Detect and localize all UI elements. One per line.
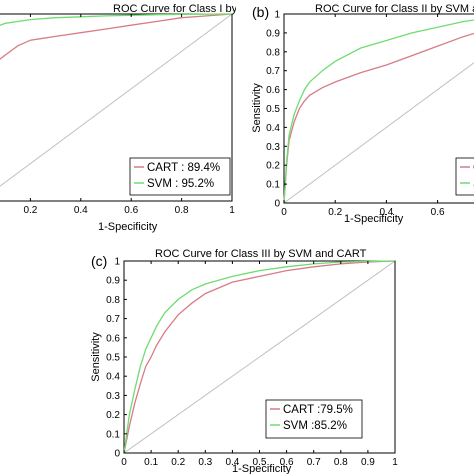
chart-title: ROC Curve for Class I by SVM and CART (113, 3, 318, 15)
diagonal-line (123, 260, 396, 454)
x-tick-label: 0.7 (307, 457, 321, 468)
x-tick-label: 0.5 (253, 457, 267, 468)
series-line-cart (123, 260, 396, 454)
y-tick-label: 0 (274, 199, 280, 210)
y-tick-label: 0.6 (266, 85, 280, 96)
y-tick-label: 0.6 (106, 333, 120, 344)
x-tick-label: 0 (281, 207, 287, 218)
y-tick-label: 0.8 (266, 47, 280, 58)
series-line-cart (283, 32, 474, 204)
panel-content: 0.2 0.4 0.6 0.8 1 CART : 89.4% SVM : 95.2% ROC … (0, 3, 318, 233)
x-tick-label: 0.4 (225, 457, 239, 468)
x-tick-label: 0.6 (431, 207, 445, 218)
legend-box (265, 399, 363, 439)
y-tick-label: 0.4 (106, 372, 120, 383)
panel-label: (c) (91, 253, 107, 269)
y-tick-label: 0.3 (106, 391, 120, 402)
chart-title: ROC Curve for Class III by SVM and CART (155, 248, 367, 260)
x-tick-label: 1 (392, 457, 398, 468)
y-tick-label: 0.9 (106, 276, 120, 287)
legend-box (129, 157, 231, 196)
y-axis-label: Sensitivity (90, 332, 102, 382)
roc-panel-1: 0.2 0.4 0.6 0.8 1 CART : 89.4% SVM : 95.2% ROC … (0, 3, 318, 233)
roc-panel-2: 0 0.2 0.4 0.6 0 0.1 0.2 0.3 0.4 0.5 0.6 0.7 0.8 0.9 1 C… (251, 3, 474, 225)
x-tick-label: 0.8 (334, 457, 348, 468)
series-line-svm (123, 260, 396, 454)
x-tick-label: 0.3 (198, 457, 212, 468)
roc-panel-3: 0 0.1 0.2 0.3 0.4 0.5 0.6 0.7 0.8 0.9 1 0 0.1 0.2 0.3 0… (90, 248, 398, 474)
x-tick-label: 0.2 (23, 205, 37, 216)
diagonal-line (0, 13, 233, 187)
y-tick-label: 1 (274, 10, 280, 21)
chart-title: ROC Curve for Class II by SVM a (315, 3, 474, 15)
y-tick-label: 1 (114, 257, 120, 268)
legend-entry-svm: SVM : 95.2% (147, 178, 214, 190)
x-tick-label: 0.4 (379, 207, 393, 218)
x-tick-label: 1 (229, 205, 235, 216)
y-tick-label: 0 (114, 449, 120, 460)
panel-content: 0 0.2 0.4 0.6 0 0.1 0.2 0.3 0.4 0.5 0.6 0.7 0.8 0.9 1 C… (251, 3, 474, 225)
legend: CART : 89.4% SVM : 95.2% (129, 157, 231, 196)
x-axis-label: 1-Specificity (232, 463, 292, 474)
legend-entry-svm: SVM :85.2% (283, 420, 347, 432)
y-tick-label: 0.1 (266, 180, 280, 191)
diagonal-line (283, 62, 474, 204)
y-tick-label: 0.7 (266, 66, 280, 77)
x-axis-label: 1-Specificity (98, 221, 158, 233)
y-tick-label: 0.9 (266, 28, 280, 39)
legend-entry-cart: CART : 89.4% (147, 162, 220, 174)
panel-content: 0 0.1 0.2 0.3 0.4 0.5 0.6 0.7 0.8 0.9 1 0 0.1 0.2 0.3 0… (90, 248, 398, 474)
series-line-cart (0, 13, 233, 60)
x-tick-label: 0.8 (175, 205, 189, 216)
x-tick-label: 0.4 (74, 205, 88, 216)
x-tick-label: 0.1 (144, 457, 158, 468)
plot-frame (0, 13, 233, 202)
x-tick-label: 0.2 (328, 207, 342, 218)
panel-label: (b) (252, 4, 269, 20)
series-line-svm (283, 19, 474, 204)
y-tick-label: 0.3 (266, 142, 280, 153)
x-tick-label: 0.6 (124, 205, 138, 216)
x-tick-label: 0.2 (171, 457, 185, 468)
y-axis-label: Sensitivity (251, 83, 263, 133)
y-tick-label: 0.2 (106, 410, 120, 421)
y-tick-label: 0.5 (266, 104, 280, 115)
legend: CASV (455, 157, 474, 196)
y-tick-label: 0.8 (106, 295, 120, 306)
y-tick-label: 0.7 (106, 314, 120, 325)
y-tick-label: 0.2 (266, 161, 280, 172)
x-tick-label: 0.9 (361, 457, 375, 468)
y-tick-label: 0.4 (266, 123, 280, 134)
x-tick-label: 0 (121, 457, 127, 468)
x-axis-label: 1-Specificity (344, 213, 404, 225)
legend-entry-cart: CART :79.5% (283, 404, 353, 416)
y-tick-label: 0.5 (106, 353, 120, 364)
x-tick-label: 0.6 (280, 457, 294, 468)
y-tick-label: 0.1 (106, 429, 120, 440)
legend: CART :79.5% SVM :85.2% (265, 399, 363, 439)
legend-box (455, 157, 474, 196)
